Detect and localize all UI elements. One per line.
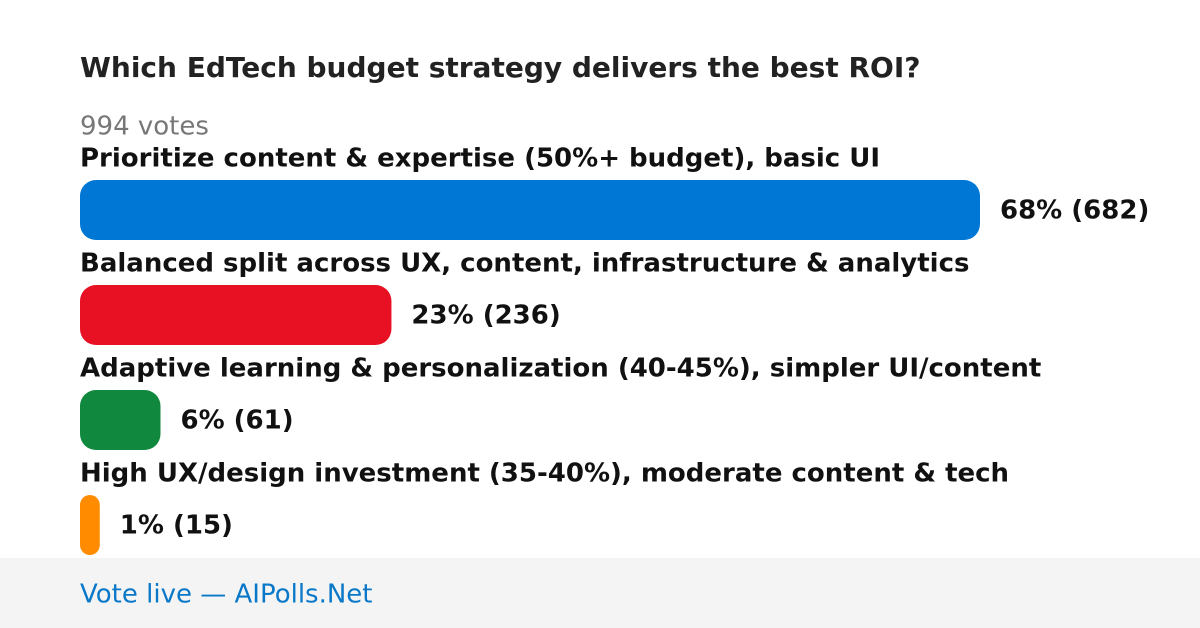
option-label: Prioritize content & expertise (50%+ bud…: [80, 144, 880, 174]
value-label: 68% (682): [1000, 196, 1149, 226]
value-label: 1% (15): [120, 511, 233, 541]
chart-title: Which EdTech budget strategy delivers th…: [80, 51, 920, 84]
vote-count: 994 votes: [80, 112, 209, 142]
footer-band: [0, 558, 1200, 628]
footer-link[interactable]: Vote live — AIPolls.Net: [80, 580, 373, 610]
bar: [80, 495, 100, 555]
option-label: Balanced split across UX, content, infra…: [80, 249, 969, 279]
bar: [80, 180, 980, 240]
bar: [80, 390, 161, 450]
value-label: 23% (236): [411, 301, 560, 331]
option-label: High UX/design investment (35-40%), mode…: [80, 459, 1009, 489]
value-label: 6% (61): [180, 406, 293, 436]
bar: [80, 285, 392, 345]
option-label: Adaptive learning & personalization (40-…: [80, 354, 1041, 384]
